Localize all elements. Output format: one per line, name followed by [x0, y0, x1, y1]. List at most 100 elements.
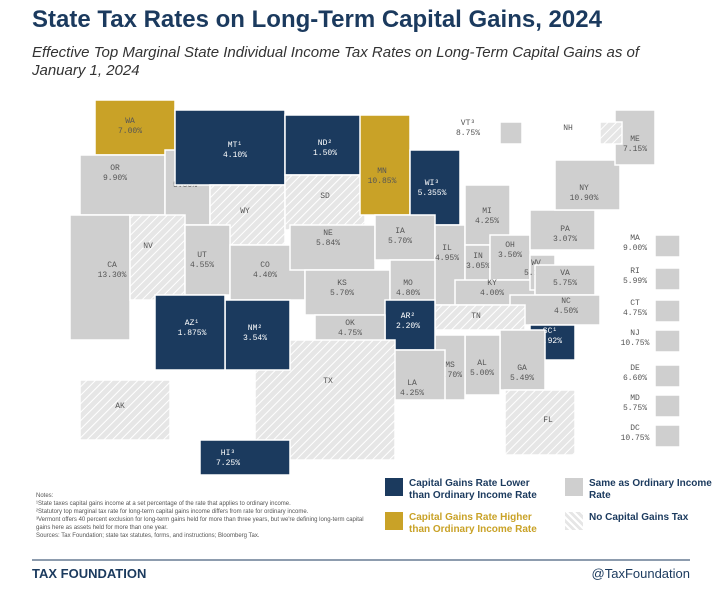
- state-label: RI: [630, 267, 640, 276]
- state-rate: 1.50%: [313, 149, 337, 158]
- state-label: CA: [107, 261, 117, 270]
- state-label: HI³: [221, 449, 235, 458]
- state: [359, 114, 411, 216]
- state-rate: 4.00%: [480, 289, 504, 298]
- state-rate: 5.70%: [330, 289, 354, 298]
- note: Notes:: [36, 493, 54, 499]
- legend-label: Capital Gains Rate Lower than Ordinary I…: [409, 478, 537, 501]
- state-label: NH: [563, 124, 573, 133]
- state-rate: 5.70%: [388, 237, 412, 246]
- state: [554, 159, 621, 211]
- state-label: MA: [630, 234, 640, 243]
- state-label: DC: [630, 424, 640, 433]
- state-label: AR²: [401, 312, 415, 321]
- state-rate: 5.00%: [470, 369, 494, 378]
- state-rate: 5.75%: [553, 279, 577, 288]
- state-label: DE: [630, 364, 640, 373]
- state-label: SC¹: [543, 327, 557, 336]
- state-rate: 4.25%: [475, 217, 499, 226]
- state-rate: 4.40%: [253, 271, 277, 280]
- state-rate: 4.70%: [438, 371, 462, 380]
- legend-swatch: [385, 512, 403, 530]
- state: [199, 439, 291, 476]
- state-rate: 5.99%: [623, 277, 647, 286]
- state-label: NM²: [248, 324, 262, 333]
- state-label: NV: [143, 242, 153, 251]
- state: [654, 234, 681, 258]
- state: [599, 121, 623, 145]
- state-rate: 1.875%: [178, 329, 207, 338]
- state-rate: 4.55%: [190, 261, 214, 270]
- state: [79, 379, 171, 441]
- state-label: OH: [505, 241, 515, 250]
- legend-swatch: [565, 512, 583, 530]
- state: [654, 364, 681, 388]
- notes: Notes: ¹State taxes capital gains income …: [36, 492, 366, 540]
- state-rate: 7.15%: [623, 145, 647, 154]
- state-rate: 9.90%: [103, 174, 127, 183]
- title: State Tax Rates on Long-Term Capital Gai…: [32, 6, 602, 33]
- state-label: ND²: [318, 139, 332, 148]
- state: [389, 349, 446, 401]
- state: [654, 267, 681, 291]
- state-label: MN: [377, 167, 387, 176]
- state: [654, 299, 681, 323]
- state-label: IL: [442, 244, 452, 253]
- state: [129, 214, 186, 301]
- state-label: FL: [543, 416, 553, 425]
- state-label: AK: [115, 402, 125, 411]
- state-label: OR: [110, 164, 120, 173]
- state-label: MS: [445, 361, 455, 370]
- state-rate: 5.75%: [623, 404, 647, 413]
- state-label: CO: [260, 261, 270, 270]
- state: [184, 224, 231, 296]
- state-label: TN: [471, 312, 481, 321]
- state-label: IA: [395, 227, 405, 236]
- state-label: WV: [531, 259, 541, 268]
- state: [304, 269, 391, 316]
- state-label: TX: [323, 377, 333, 386]
- state-rate: 4.75%: [623, 309, 647, 318]
- state-label: WI³: [425, 179, 439, 188]
- legend-label: Capital Gains Rate Higher than Ordinary …: [409, 512, 537, 535]
- state-rate: 4.80%: [396, 289, 420, 298]
- state-label: VT³: [461, 119, 475, 128]
- state: [289, 224, 376, 271]
- note: ³Vermont offers 40 percent exclusion for…: [36, 517, 364, 531]
- state: [654, 329, 681, 353]
- state: [504, 389, 576, 456]
- state-label: KY: [487, 279, 497, 288]
- state: [489, 234, 531, 281]
- state-rate: 3.54%: [243, 334, 267, 343]
- state-label: GA: [517, 364, 527, 373]
- note: Sources: Tax Foundation; state tax statu…: [36, 533, 260, 539]
- state-rate: 5.355%: [418, 189, 447, 198]
- state-label: NY: [579, 184, 589, 193]
- state-rate: 10.75%: [621, 434, 650, 443]
- state-label: MI: [482, 207, 492, 216]
- state-rate: 10.85%: [368, 177, 397, 186]
- state-rate: 5.84%: [316, 239, 340, 248]
- legend-swatch: [385, 478, 403, 496]
- state-label: WA: [125, 117, 135, 126]
- note: ²Statutory top marginal tax rate for lon…: [36, 509, 309, 515]
- state-rate: 10.75%: [621, 339, 650, 348]
- state-rate: 9.00%: [623, 244, 647, 253]
- state-label: AL: [477, 359, 487, 368]
- state-label: SD: [320, 192, 330, 201]
- state-label: OK: [345, 319, 355, 328]
- state: [69, 214, 131, 341]
- state-rate: 4.75%: [338, 329, 362, 338]
- state-rate: 5.49%: [510, 374, 534, 383]
- legend-label: Same as Ordinary Income Rate: [589, 478, 712, 501]
- state-label: UT: [197, 251, 207, 260]
- state: [529, 209, 596, 251]
- state-label: NE: [323, 229, 333, 238]
- state-label: AZ¹: [185, 319, 199, 328]
- state-label: NJ: [630, 329, 640, 338]
- legend-label: No Capital Gains Tax: [589, 512, 689, 523]
- subtitle: Effective Top Marginal State Individual …: [32, 44, 639, 79]
- handle: @TaxFoundation: [591, 566, 690, 581]
- state-label: KS: [337, 279, 347, 288]
